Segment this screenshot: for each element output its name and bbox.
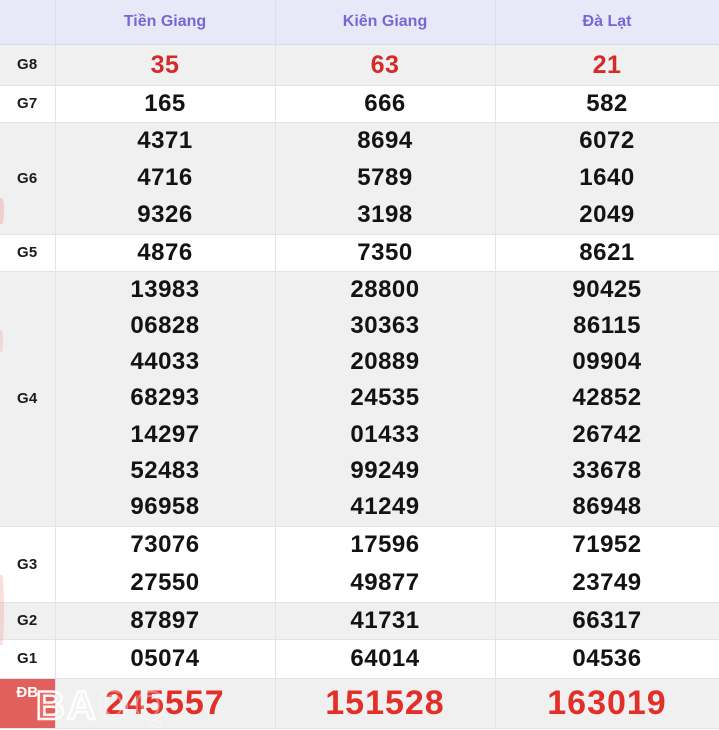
- column-header-kien-giang[interactable]: Kiên Giang: [274, 0, 495, 45]
- prize-number: 4716: [137, 164, 193, 191]
- prize-number: 4876: [137, 238, 193, 266]
- prize-number: 4371: [137, 127, 193, 154]
- prize-number: 42852: [572, 384, 642, 412]
- jackpot-number: 245557: [105, 684, 225, 722]
- prize-label-db: ĐB: [0, 678, 55, 728]
- prize-number: 35: [150, 50, 180, 79]
- prize-label-g5: G5: [0, 234, 55, 271]
- prize-row-g7: G7 165 666 582: [0, 85, 719, 122]
- prize-label-g8: G8: [0, 44, 55, 85]
- prize-label-g4: G4: [0, 271, 55, 526]
- prize-number: 66317: [572, 606, 642, 634]
- prize-number: 99249: [350, 457, 420, 485]
- prize-row-g1: G1 05074 64014 04536: [0, 639, 719, 678]
- prize-number: 6072: [579, 127, 635, 154]
- jackpot-number: 151528: [325, 684, 445, 722]
- prize-number: 90425: [572, 275, 642, 303]
- prize-number: 44033: [130, 348, 200, 376]
- prize-number: 41731: [350, 606, 420, 634]
- prize-number: 87897: [130, 606, 200, 634]
- prize-row-g4: G4 13983 06828 44033 68293 14297 52483 9…: [0, 271, 719, 526]
- prize-number: 30363: [350, 311, 420, 339]
- prize-number: 41249: [350, 493, 420, 521]
- prize-number: 14297: [130, 420, 200, 448]
- prize-number: 64014: [350, 644, 420, 672]
- prize-number: 23749: [572, 568, 642, 596]
- prize-number: 71952: [572, 531, 642, 559]
- prize-number: 3198: [357, 201, 413, 228]
- prize-number: 01433: [350, 420, 420, 448]
- prize-number: 582: [586, 89, 628, 117]
- prize-number: 68293: [130, 384, 200, 412]
- prize-number: 86948: [572, 493, 642, 521]
- prize-number: 33678: [572, 457, 642, 485]
- prize-number: 5789: [357, 164, 413, 191]
- prize-row-g2: G2 87897 41731 66317: [0, 602, 719, 639]
- prize-number: 26742: [572, 420, 642, 448]
- corner-cell: [0, 0, 55, 45]
- prize-label-g6: G6: [0, 122, 55, 234]
- prize-number: 27550: [130, 568, 200, 596]
- header-row: Tiền Giang Kiên Giang Đà Lạt: [0, 0, 719, 45]
- prize-number: 9326: [137, 201, 193, 228]
- prize-label-g1: G1: [0, 639, 55, 678]
- prize-number: 7350: [357, 238, 413, 266]
- prize-label-g3: G3: [0, 526, 55, 602]
- prize-number: 86115: [573, 311, 641, 339]
- prize-number: 63: [370, 50, 400, 79]
- prize-row-db: ĐB 245557 151528 163019: [0, 678, 719, 728]
- prize-row-g6: G6 4371 4716 9326 8694 5789 3198 6072 16…: [0, 122, 719, 234]
- prize-row-g3: G3 73076 27550 17596 49877 71952 23749: [0, 526, 719, 602]
- prize-number: 06828: [130, 311, 200, 339]
- jackpot-number: 163019: [547, 684, 667, 722]
- prize-number: 28800: [350, 275, 420, 303]
- prize-number: 05074: [130, 644, 200, 672]
- column-header-tien-giang[interactable]: Tiền Giang: [54, 0, 275, 45]
- prize-number: 165: [144, 89, 186, 117]
- prize-number: 2049: [579, 201, 635, 228]
- prize-label-g2: G2: [0, 602, 55, 639]
- prize-number: 13983: [130, 275, 200, 303]
- prize-number: 49877: [350, 568, 420, 596]
- prize-row-g5: G5 4876 7350 8621: [0, 234, 719, 271]
- prize-number: 8621: [579, 238, 635, 266]
- prize-number: 52483: [130, 457, 200, 485]
- prize-number: 8694: [357, 127, 413, 154]
- prize-number: 96958: [130, 493, 200, 521]
- prize-number: 1640: [579, 164, 635, 191]
- prize-label-g7: G7: [0, 85, 55, 122]
- prize-number: 17596: [350, 531, 420, 559]
- prize-number: 666: [364, 89, 406, 117]
- prize-number: 20889: [350, 348, 420, 376]
- prize-number: 73076: [130, 531, 200, 559]
- prize-number: 21: [592, 50, 622, 79]
- column-header-da-lat[interactable]: Đà Lạt: [494, 0, 719, 45]
- prize-number: 09904: [572, 348, 642, 376]
- prize-number: 24535: [350, 384, 420, 412]
- prize-row-g8: G8 35 63 21: [0, 44, 719, 85]
- prize-number: 04536: [572, 644, 642, 672]
